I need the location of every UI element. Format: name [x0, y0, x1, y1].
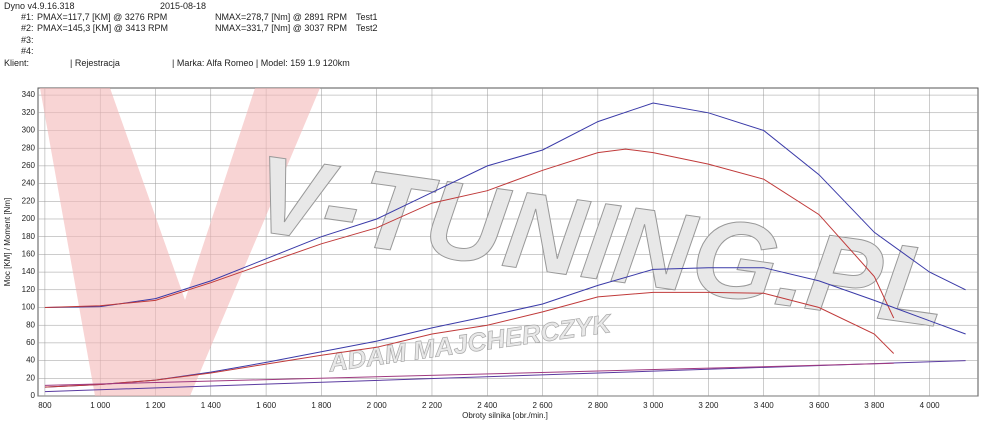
x-tick-label: 2 400	[477, 401, 498, 410]
x-tick-label: 1 600	[256, 401, 277, 410]
client: Klient:	[4, 58, 30, 68]
x-tick-label: 4 000	[920, 401, 941, 410]
y-tick-label: 260	[22, 161, 36, 170]
run-pmax: PMAX=145,3 [KM] @ 3413 RPM	[37, 23, 168, 33]
x-tick-label: 800	[38, 401, 52, 410]
x-tick-label: 3 800	[864, 401, 885, 410]
x-axis-label: Obroty silnika [obr./min.]	[462, 411, 548, 420]
y-axis-label: Moc [KM] / Moment [Nm]	[3, 198, 12, 286]
x-tick-label: 1 200	[145, 401, 166, 410]
y-tick-label: 140	[22, 267, 36, 276]
y-tick-label: 0	[31, 391, 36, 400]
y-tick-label: 60	[26, 338, 35, 347]
y-tick-label: 80	[26, 320, 35, 329]
watermark-shape	[40, 88, 320, 396]
y-tick-label: 340	[22, 90, 36, 99]
run-id: #3:	[21, 35, 34, 45]
series-line	[44, 291, 895, 388]
y-tick-label: 320	[22, 108, 36, 117]
y-tick-label: 180	[22, 232, 36, 241]
x-tick-label: 2 200	[422, 401, 443, 410]
y-tick-label: 240	[22, 179, 36, 188]
y-tick-label: 20	[26, 373, 35, 382]
y-tick-label: 200	[22, 214, 36, 223]
x-tick-label: 3 200	[698, 401, 719, 410]
x-tick-label: 3 400	[754, 401, 775, 410]
run-id: #4:	[21, 46, 34, 56]
vehicle: | Marka: Alfa Romeo | Model: 159 1.9 120…	[172, 58, 350, 68]
software: Dyno v4.9.16.318	[4, 1, 75, 11]
y-tick-label: 120	[22, 285, 36, 294]
x-tick-label: 1 000	[90, 401, 111, 410]
x-tick-label: 3 600	[809, 401, 830, 410]
x-tick-label: 3 000	[643, 401, 664, 410]
x-tick-label: 2 800	[588, 401, 609, 410]
series-line	[44, 267, 966, 388]
y-tick-label: 280	[22, 143, 36, 152]
y-tick-label: 40	[26, 356, 35, 365]
x-tick-label: 1 800	[311, 401, 332, 410]
y-tick-label: 100	[22, 303, 36, 312]
x-tick-label: 1 400	[201, 401, 222, 410]
registration: | Rejestracja	[70, 58, 120, 68]
run-nmax: NMAX=278,7 [Nm] @ 2891 RPM	[215, 12, 347, 22]
x-tick-label: 2 000	[367, 401, 388, 410]
run-nmax: NMAX=331,7 [Nm] @ 3037 RPM	[215, 23, 347, 33]
run-pmax: PMAX=117,7 [KM] @ 3276 RPM	[37, 12, 168, 22]
series-line	[44, 148, 895, 319]
date: 2015-08-18	[160, 1, 207, 11]
series-line	[44, 362, 894, 386]
y-tick-label: 220	[22, 196, 36, 205]
run-name: Test1	[356, 12, 378, 22]
series-line	[44, 102, 966, 308]
y-tick-label: 160	[22, 250, 36, 259]
y-tick-label: 300	[22, 126, 36, 135]
run-id: #1:	[21, 12, 34, 22]
run-id: #2:	[21, 23, 34, 33]
run-name: Test2	[356, 23, 378, 33]
x-tick-label: 2 600	[533, 401, 554, 410]
